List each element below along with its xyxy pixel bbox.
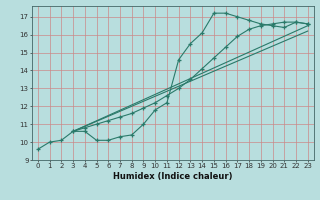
X-axis label: Humidex (Indice chaleur): Humidex (Indice chaleur) bbox=[113, 172, 233, 181]
